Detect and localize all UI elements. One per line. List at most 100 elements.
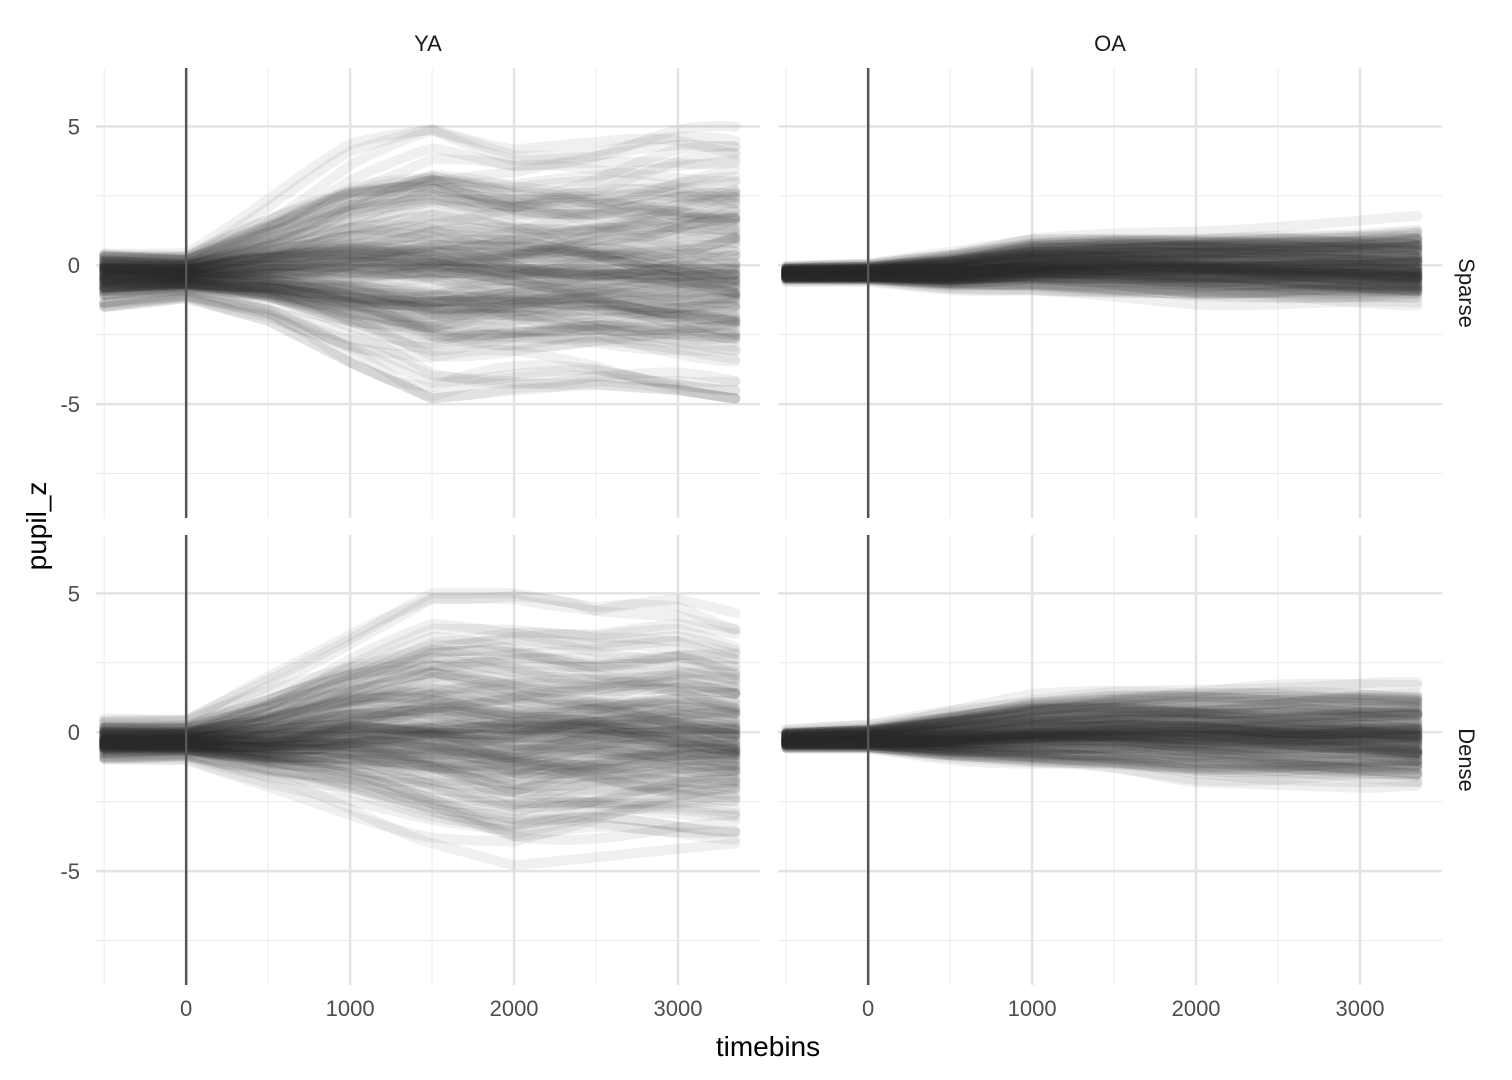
trace-line [99,703,741,747]
trace-line [781,273,1423,304]
trace-line [781,725,1423,748]
trace-line [781,248,1423,278]
trace-line [781,727,1423,748]
trace-line [99,741,741,776]
trace-line [781,720,1423,746]
trace-line [99,252,741,299]
trace-line [781,243,1423,276]
trace-line [99,689,741,741]
trace-line [99,261,741,298]
trace-line [99,694,741,743]
trace-line [781,734,1423,751]
trace-line [781,264,1423,288]
trace-line [99,281,741,347]
trace-line [99,725,741,760]
trace-line [99,741,741,795]
trace-line [99,260,741,283]
trace-line [781,253,1423,279]
trace-line [99,745,741,838]
trace-line [781,232,1423,276]
trace-line [99,279,741,328]
trace-line [99,672,741,735]
trace-line [781,271,1423,296]
trace-line [99,213,741,274]
trace-line [781,727,1423,746]
trace-line [99,251,741,288]
trace-line [781,723,1423,745]
trace-line [781,264,1423,280]
trace-line [99,269,741,303]
trace-line [99,705,741,756]
trace-line [99,697,741,745]
trace-line [781,740,1423,771]
trace-line [99,240,741,281]
trace-line [781,707,1423,741]
trace-line [99,701,741,750]
trace-line [781,261,1423,282]
trace-line [781,715,1423,745]
trace-line [781,699,1423,740]
trace-line [99,205,741,275]
trace-line [99,282,741,344]
trace-line [781,686,1423,739]
trace-line [781,715,1423,743]
facet-column-label: YA [414,31,442,56]
trace-line [781,259,1423,284]
trace-line [781,702,1423,740]
trace-line [781,263,1423,282]
x-tick-label: 1000 [326,996,375,1021]
trace-line [99,737,741,786]
trace-line [99,652,741,735]
trace-line [781,698,1423,741]
trace-line [99,631,741,730]
trace-line [781,729,1423,750]
trace-line [99,740,741,794]
trace-line [99,141,741,265]
trace-line [781,720,1423,746]
trace-line [99,228,741,277]
trace-line [99,197,741,273]
trace-line [99,250,741,285]
trace-line [99,175,741,272]
trace-line [781,234,1423,275]
trace-line [99,261,741,319]
trace-line [781,696,1423,740]
trace-line [99,651,741,740]
trace-line [781,739,1423,772]
trace-line [781,274,1423,300]
trace-line [781,235,1423,274]
trace-line [99,282,741,352]
trace-line [781,738,1423,759]
trace-line [781,736,1423,766]
trace-line [781,729,1423,760]
trace-line [99,210,741,276]
trace-line [99,659,741,740]
panel-YA-Sparse [96,68,760,518]
trace-line [99,743,741,825]
trace-line [99,685,741,741]
trace-line [99,183,741,273]
trace-line [781,706,1423,740]
trace-line [99,722,741,767]
x-tick-label: 0 [862,996,874,1021]
trace-line [781,271,1423,297]
trace-line [99,738,741,772]
trace-line [99,740,741,796]
trace-line [781,260,1423,282]
trace-line [781,720,1423,744]
trace-line [781,262,1423,281]
trace-line [99,232,741,278]
trace-line [781,261,1423,286]
trace-line [99,279,741,337]
x-tick-label: 3000 [1336,996,1385,1021]
trace-line [99,258,741,283]
trace-line [781,233,1423,274]
trace-line [99,279,741,333]
trace-line [99,230,741,280]
trace-line [99,696,741,743]
trace-line [99,279,741,339]
trace-line [99,727,741,755]
trace-line [781,262,1423,283]
trace-line [781,707,1423,744]
trace-line [99,744,741,821]
